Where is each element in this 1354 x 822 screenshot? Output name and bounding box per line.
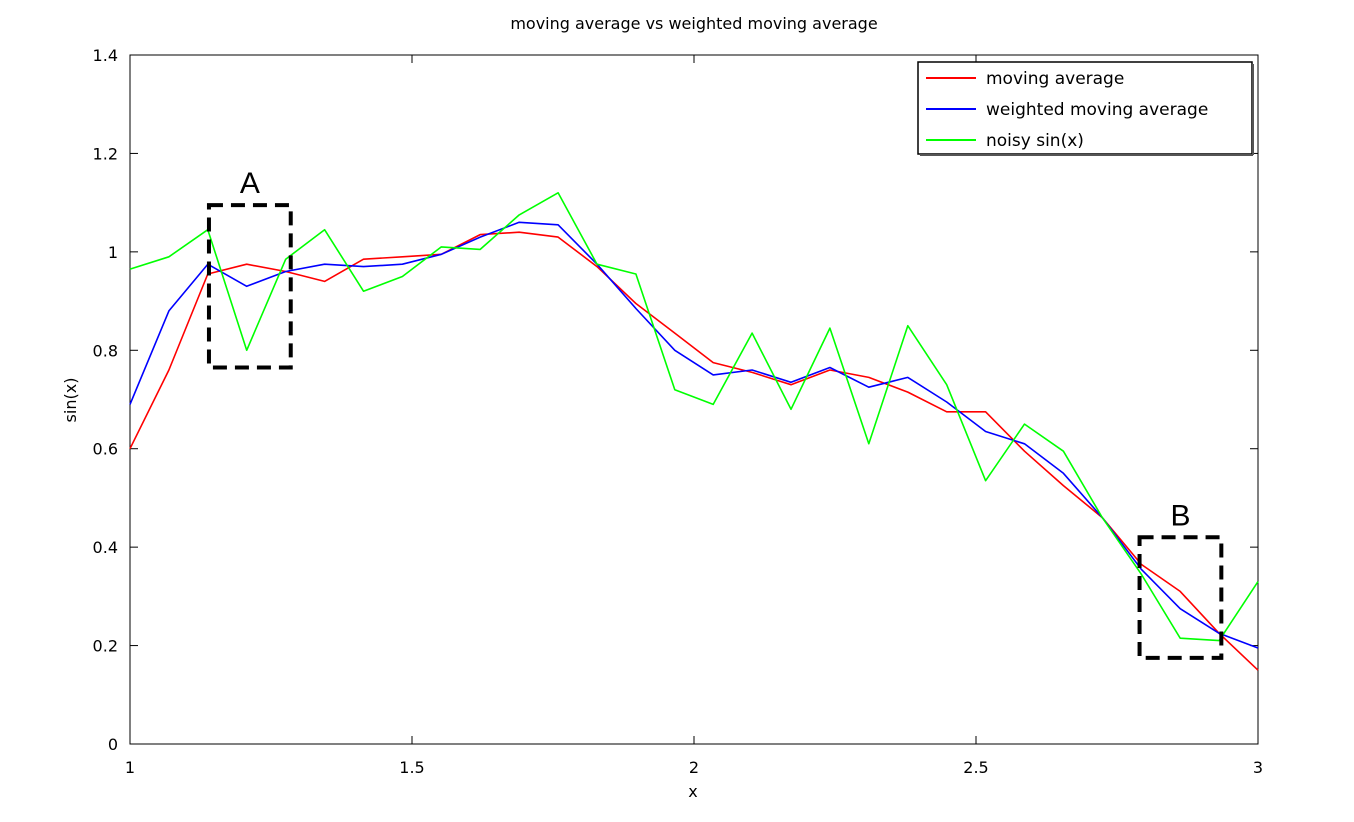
- y-tick-label: 0.2: [93, 637, 118, 656]
- x-tick-label: 2: [689, 758, 699, 777]
- legend-label-0: moving average: [986, 69, 1124, 89]
- series-line-2: [129, 192, 1259, 642]
- x-tick-label: 1.5: [399, 758, 424, 777]
- annotation-box-1: [1137, 535, 1224, 660]
- annotation-label-0: A: [240, 167, 260, 200]
- series-line-0: [129, 231, 1259, 671]
- annotation-box-0: [206, 203, 293, 370]
- y-tick-label: 1.4: [93, 46, 118, 65]
- annotation-label-1: B: [1170, 499, 1190, 532]
- chart-title: moving average vs weighted moving averag…: [510, 14, 877, 33]
- y-tick-label: 1.2: [93, 144, 118, 163]
- y-axis-label: sin(x): [61, 378, 80, 423]
- x-tick-label: 2.5: [963, 758, 988, 777]
- y-tick-label: 0.4: [93, 538, 118, 557]
- plot-frame: [129, 54, 1259, 745]
- y-tick-label: 1: [108, 243, 118, 262]
- legend-label-2: noisy sin(x): [986, 131, 1084, 151]
- y-tick-label: 0: [108, 735, 118, 754]
- series-line-1: [129, 221, 1259, 649]
- y-tick-label: 0.8: [93, 341, 118, 360]
- legend-label-1: weighted moving average: [986, 100, 1208, 120]
- x-axis-label: x: [688, 782, 697, 801]
- y-tick-label: 0.6: [93, 440, 118, 459]
- x-tick-label: 1: [125, 758, 135, 777]
- x-tick-label: 3: [1253, 758, 1263, 777]
